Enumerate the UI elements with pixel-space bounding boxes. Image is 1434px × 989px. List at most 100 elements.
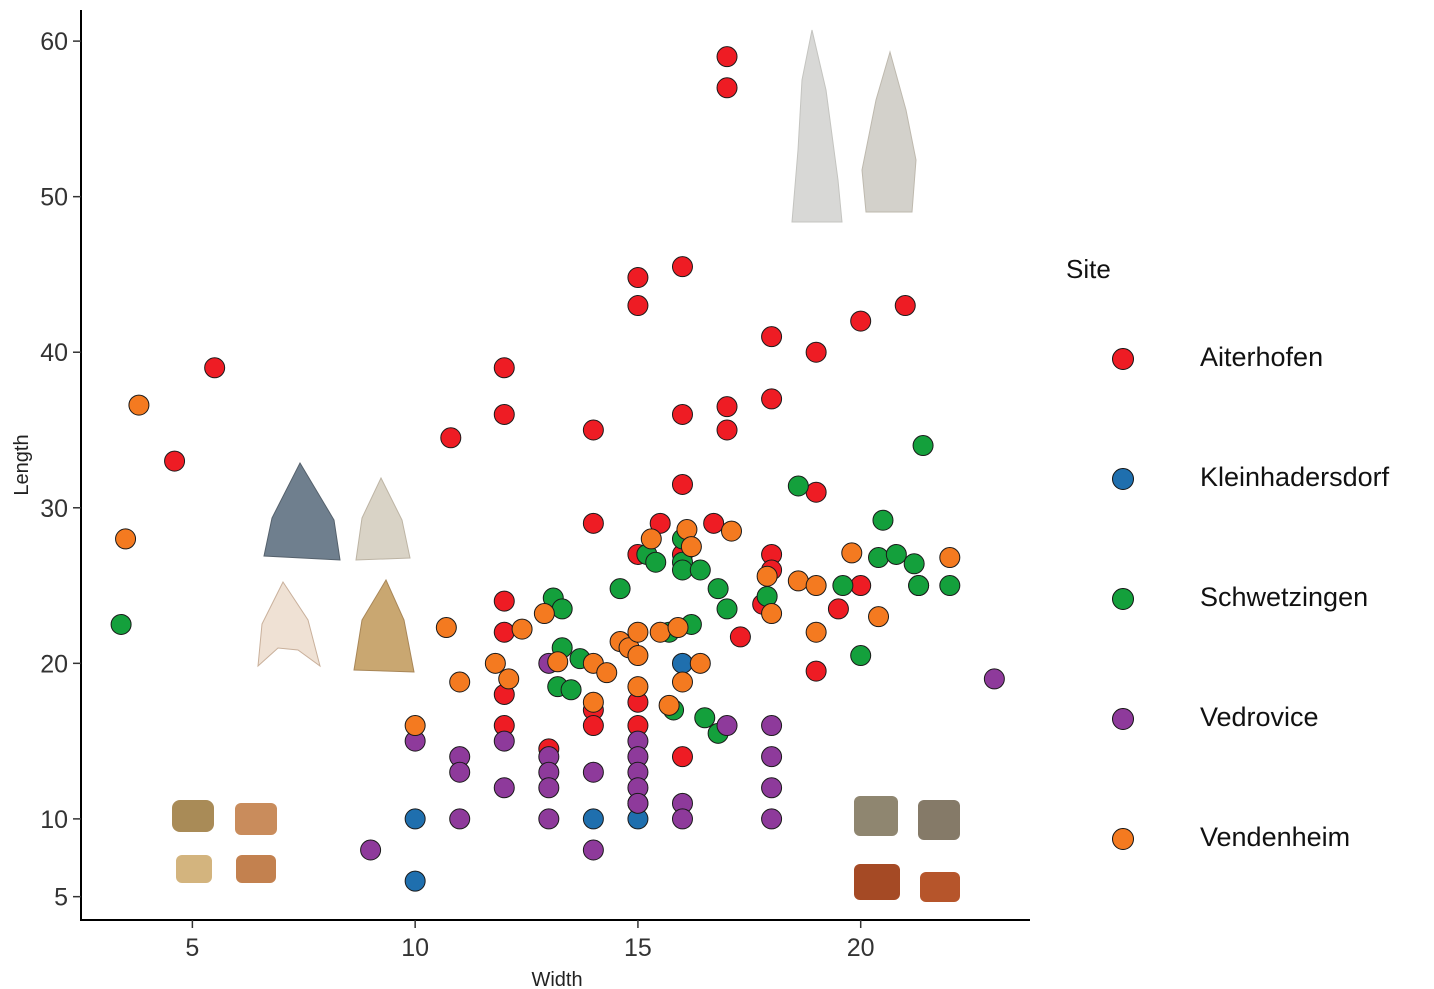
- data-point-vedrovice: [360, 839, 382, 861]
- data-point-vedrovice: [761, 715, 783, 737]
- data-point-vendenheim: [939, 547, 961, 569]
- flake-artifact-photo: [854, 796, 898, 836]
- data-point-vedrovice: [449, 761, 471, 783]
- data-point-schwetzingen: [908, 575, 930, 597]
- legend-title: Site: [1066, 254, 1111, 284]
- legend-key-swatch: [1112, 828, 1134, 850]
- data-point-aiterhofen: [761, 326, 783, 348]
- x-tick-label: 20: [847, 934, 875, 962]
- data-point-schwetzingen: [787, 475, 809, 497]
- data-point-aiterhofen: [440, 427, 462, 449]
- data-point-aiterhofen: [493, 403, 515, 425]
- y-tick-label: 20: [40, 650, 68, 678]
- data-point-kleinhadersdorf: [404, 808, 426, 830]
- triangle-point-artifact-photo: [355, 476, 411, 561]
- data-point-vedrovice: [761, 777, 783, 799]
- y-tick-label: 30: [40, 495, 68, 523]
- data-point-aiterhofen: [582, 715, 604, 737]
- data-point-aiterhofen: [671, 403, 693, 425]
- data-point-aiterhofen: [894, 295, 916, 317]
- artifact-photo-group: [172, 29, 960, 902]
- data-point-schwetzingen: [903, 553, 925, 575]
- y-axis-label: Length: [11, 434, 33, 495]
- data-point-vedrovice: [671, 808, 693, 830]
- data-point-vendenheim: [484, 652, 506, 674]
- data-point-aiterhofen: [204, 357, 226, 379]
- data-point-vendenheim: [756, 565, 778, 587]
- data-point-aiterhofen: [627, 267, 649, 289]
- data-point-vendenheim: [627, 621, 649, 643]
- data-point-schwetzingen: [850, 645, 872, 667]
- data-point-schwetzingen: [645, 551, 667, 573]
- data-point-vendenheim: [404, 715, 426, 737]
- data-point-vendenheim: [498, 668, 520, 690]
- data-point-vendenheim: [582, 691, 604, 713]
- data-point-schwetzingen: [872, 509, 894, 531]
- data-point-aiterhofen: [805, 341, 827, 363]
- legend-key-swatch: [1112, 588, 1134, 610]
- legend-label: Vendenheim: [1200, 822, 1351, 852]
- flake-artifact-photo: [235, 803, 277, 835]
- data-point-vendenheim: [435, 617, 457, 639]
- flake-artifact-photo: [172, 800, 214, 832]
- data-point-vendenheim: [841, 542, 863, 564]
- legend-label: Vedrovice: [1200, 702, 1319, 732]
- data-point-aiterhofen: [729, 626, 751, 648]
- data-point-aiterhofen: [671, 256, 693, 278]
- legend-item: Aiterhofen: [1060, 340, 1430, 380]
- data-point-schwetzingen: [671, 559, 693, 581]
- data-point-vendenheim: [689, 652, 711, 674]
- triangle-point-artifact-photo: [257, 581, 321, 668]
- data-point-vedrovice: [582, 761, 604, 783]
- data-point-vedrovice: [627, 792, 649, 814]
- data-point-aiterhofen: [671, 746, 693, 768]
- legend-item: Vendenheim: [1060, 820, 1430, 860]
- data-point-aiterhofen: [649, 512, 671, 534]
- data-point-schwetzingen: [707, 578, 729, 600]
- data-point-vendenheim: [640, 528, 662, 550]
- data-point-vendenheim: [533, 603, 555, 625]
- data-point-aiterhofen: [582, 512, 604, 534]
- data-point-aiterhofen: [805, 481, 827, 503]
- data-point-vendenheim: [115, 528, 137, 550]
- y-tick-label: 40: [40, 339, 68, 367]
- data-point-vendenheim: [128, 394, 150, 416]
- data-point-schwetzingen: [110, 613, 132, 635]
- data-point-aiterhofen: [493, 357, 515, 379]
- y-tick-label: 50: [40, 184, 68, 212]
- data-point-aiterhofen: [761, 388, 783, 410]
- scatter-plot: 5 10 15 20 5 10 20 30 40 50 60 Width Length: [11, 10, 1030, 989]
- data-point-vedrovice: [716, 715, 738, 737]
- flake-artifact-photo: [854, 864, 900, 900]
- x-tick-label: 15: [624, 934, 652, 962]
- data-point-aiterhofen: [703, 512, 725, 534]
- data-point-schwetzingen: [885, 543, 907, 565]
- data-point-kleinhadersdorf: [404, 870, 426, 892]
- data-point-vendenheim: [805, 575, 827, 597]
- data-point-aiterhofen: [827, 598, 849, 620]
- legend-key-swatch: [1112, 348, 1134, 370]
- data-point-kleinhadersdorf: [582, 808, 604, 830]
- data-point-vendenheim: [787, 570, 809, 592]
- x-axis-label: Width: [531, 969, 582, 989]
- data-point-vedrovice: [582, 839, 604, 861]
- data-point-vendenheim: [671, 671, 693, 693]
- data-point-vendenheim: [720, 520, 742, 542]
- data-point-kleinhadersdorf: [671, 652, 693, 674]
- data-point-vendenheim: [680, 536, 702, 558]
- legend-label: Kleinhadersdorf: [1200, 462, 1390, 492]
- data-point-vendenheim: [761, 603, 783, 625]
- data-point-vedrovice: [493, 730, 515, 752]
- data-point-vendenheim: [649, 621, 671, 643]
- y-tick-label: 10: [40, 806, 68, 834]
- data-point-aiterhofen: [850, 310, 872, 332]
- data-point-schwetzingen: [609, 578, 631, 600]
- data-point-vendenheim: [658, 694, 680, 716]
- data-point-vedrovice: [538, 808, 560, 830]
- y-tick-label: 5: [54, 884, 68, 912]
- data-point-aiterhofen: [627, 295, 649, 317]
- data-point-aiterhofen: [493, 590, 515, 612]
- legend-label: Aiterhofen: [1200, 342, 1324, 372]
- data-point-aiterhofen: [164, 450, 186, 472]
- legend-item: Kleinhadersdorf: [1060, 460, 1430, 500]
